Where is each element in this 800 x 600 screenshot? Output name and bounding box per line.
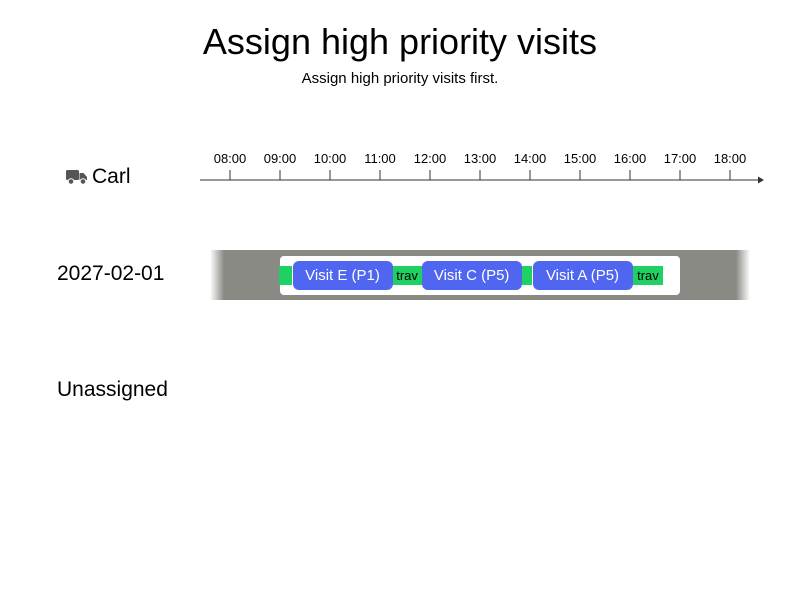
page-subtitle: Assign high priority visits first.: [301, 70, 499, 87]
tick-label: 17:00: [664, 151, 697, 166]
tick-group: 08:00 09:00 10:00 11:00 12:00 13:00 14:00 15:00…: [214, 151, 747, 180]
vehicle-row: Carl: [66, 164, 131, 190]
visit-block[interactable]: Visit C (P5): [421, 261, 522, 290]
page-title: Assign high priority visits: [202, 21, 598, 62]
truck-icon: [66, 170, 87, 185]
tick-label: 16:00: [614, 151, 647, 166]
tick-label: 15:00: [564, 151, 597, 166]
travel-segment: [521, 266, 533, 285]
vehicle-name: Carl: [92, 165, 131, 188]
unassigned-label: Unassigned: [57, 378, 168, 401]
visit-block[interactable]: Visit E (P1): [292, 261, 393, 290]
travel-segment: [279, 266, 293, 285]
axis-arrow: [758, 176, 764, 184]
tick-label: 13:00: [464, 151, 497, 166]
route-date: 2027-02-01: [57, 262, 165, 285]
tick-label: 14:00: [514, 151, 547, 166]
travel-segment: trav: [392, 266, 422, 285]
tick-label: 09:00: [264, 151, 297, 166]
tick-label: 10:00: [314, 151, 347, 166]
tick-label: 12:00: [414, 151, 447, 166]
tick-label: 08:00: [214, 151, 247, 166]
tick-label: 11:00: [364, 151, 396, 166]
visit-block[interactable]: Visit A (P5): [532, 261, 633, 290]
travel-segment: trav: [632, 266, 664, 285]
tick-label: 18:00: [714, 151, 747, 166]
